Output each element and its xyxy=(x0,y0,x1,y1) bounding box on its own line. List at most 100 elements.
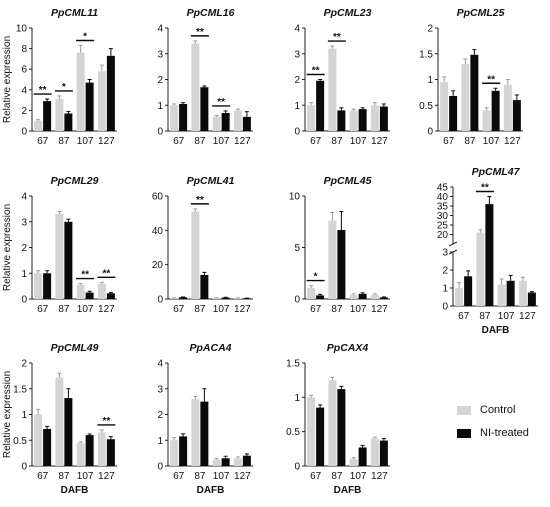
y-tick-label: 0 xyxy=(21,462,27,473)
y-axis-label: Relative expression xyxy=(2,371,13,458)
panel-title: PpCAX4 xyxy=(327,342,369,354)
y-tick-label: 40 xyxy=(152,226,164,237)
bar-treated xyxy=(242,455,251,466)
y-tick-label: 0 xyxy=(157,462,163,473)
significance-label: ** xyxy=(81,270,89,281)
panel-ppcml25: PpCML25 0 0.5 1 1.5 2 67 87 107 127 ** xyxy=(419,7,523,147)
y-tick-label: 1 xyxy=(442,284,448,295)
panel-ppcml23: PpCML23 0 1 2 3 4 67 87 107 127 ** ** xyxy=(294,7,390,147)
x-tick-label: 107 xyxy=(213,471,230,482)
bar-control xyxy=(97,283,106,299)
x-tick-label: 67 xyxy=(443,136,455,147)
x-tick-label: 67 xyxy=(173,304,185,315)
x-tick-label: 67 xyxy=(37,136,49,147)
panel-title: PpCML16 xyxy=(187,7,235,19)
panel-ppcml29: PpCML29 0 1 2 3 4 Relative expression 67 87 107 12… xyxy=(2,175,117,315)
x-tick-label: 127 xyxy=(519,311,536,322)
bar-treated xyxy=(242,298,251,299)
bar-treated xyxy=(316,407,325,466)
bar-treated xyxy=(179,103,188,131)
bar-control xyxy=(34,414,43,466)
y-tick-label: 45 xyxy=(437,183,449,194)
bar-treated xyxy=(200,274,209,299)
y-tick-label: 25 xyxy=(437,221,449,232)
x-tick-label: 127 xyxy=(234,471,251,482)
bar-control xyxy=(503,84,512,131)
y-tick-label: 30 xyxy=(437,211,449,222)
x-axis-label: DAFB xyxy=(197,485,225,496)
bar-control xyxy=(170,105,179,131)
y-tick-label: 4 xyxy=(157,24,163,35)
y-tick-label: 0 xyxy=(157,295,163,306)
bar-treated xyxy=(358,447,367,466)
panel-ppcml41: PpCML41 0 20 40 60 67 87 107 127 ** xyxy=(152,175,253,315)
bar-control xyxy=(233,298,242,299)
y-tick-label: 0 xyxy=(294,295,300,306)
x-tick-label: 107 xyxy=(498,311,515,322)
y-tick-label: 0 xyxy=(294,462,300,473)
y-tick-label: 0.5 xyxy=(13,436,27,447)
legend-item-control: Control xyxy=(457,403,529,417)
significance-label: ** xyxy=(217,97,225,108)
x-tick-label: 87 xyxy=(464,136,476,147)
significance-label: * xyxy=(62,82,66,93)
bar-control xyxy=(497,284,506,306)
bar-control xyxy=(191,211,200,299)
bar-treated xyxy=(527,292,536,306)
bar-control xyxy=(370,105,379,131)
x-tick-label: 107 xyxy=(213,304,230,315)
y-tick-label: 0 xyxy=(294,127,300,138)
x-tick-label: 127 xyxy=(371,304,388,315)
bar-treated xyxy=(464,276,473,306)
x-tick-label: 107 xyxy=(483,136,500,147)
bar-control xyxy=(307,105,316,131)
panel-title: PpCML11 xyxy=(51,7,98,19)
panel-ppcml45: PpCML45 0 5 10 67 87 107 127 * xyxy=(289,175,390,315)
x-tick-label: 107 xyxy=(77,304,94,315)
significance-label: * xyxy=(314,272,318,283)
x-tick-label: 67 xyxy=(310,304,322,315)
panel-title: PpCML45 xyxy=(324,175,372,187)
bar-treated xyxy=(379,106,388,131)
y-axis-label: Relative expression xyxy=(2,36,13,123)
y-tick-label: 0 xyxy=(21,127,27,138)
y-tick-label: 60 xyxy=(152,192,164,203)
bar-treated xyxy=(485,204,494,306)
bar-control xyxy=(328,380,337,466)
bar-treated xyxy=(43,101,52,131)
bar-control xyxy=(307,287,316,299)
bar-control xyxy=(476,232,485,306)
panel-ppcml49: PpCML49 0 0.5 1 1.5 2 Relative expression 67 87 1… xyxy=(2,342,117,496)
panel-title: PpCML41 xyxy=(187,175,235,187)
bar-control xyxy=(191,399,200,466)
bar-treated xyxy=(337,389,346,466)
y-tick-label: 0.5 xyxy=(286,427,300,438)
significance-label: ** xyxy=(39,85,47,96)
bar-treated xyxy=(221,112,230,131)
bar-treated xyxy=(106,439,115,466)
y-tick-label: 6 xyxy=(21,65,27,76)
panel-ppcml16: PpCML16 0 1 2 3 4 67 87 107 127 ** ** xyxy=(157,7,253,147)
bar-control xyxy=(370,438,379,466)
panel-ppcax4: PpCAX4 0 0.5 1 1.5 67 87 107 127 DAFB xyxy=(286,342,390,496)
bar-control xyxy=(76,52,85,131)
bar-treated xyxy=(106,55,115,132)
x-tick-label: 67 xyxy=(458,311,470,322)
bar-treated xyxy=(337,229,346,299)
y-tick-label: 4 xyxy=(294,24,300,35)
x-tick-label: 87 xyxy=(194,136,206,147)
y-tick-label: 1.5 xyxy=(419,49,433,60)
y-tick-label: 3 xyxy=(294,49,300,60)
y-tick-label: 10 xyxy=(16,24,28,35)
significance-label: ** xyxy=(196,27,204,38)
y-tick-label: 4 xyxy=(21,85,27,96)
bar-treated xyxy=(512,100,521,131)
x-tick-label: 67 xyxy=(173,471,185,482)
bar-treated xyxy=(85,82,94,131)
y-tick-label: 1 xyxy=(157,436,163,447)
y-tick-label: 4 xyxy=(157,359,163,370)
y-tick-label: 1.5 xyxy=(286,359,300,370)
bar-treated xyxy=(200,401,209,466)
